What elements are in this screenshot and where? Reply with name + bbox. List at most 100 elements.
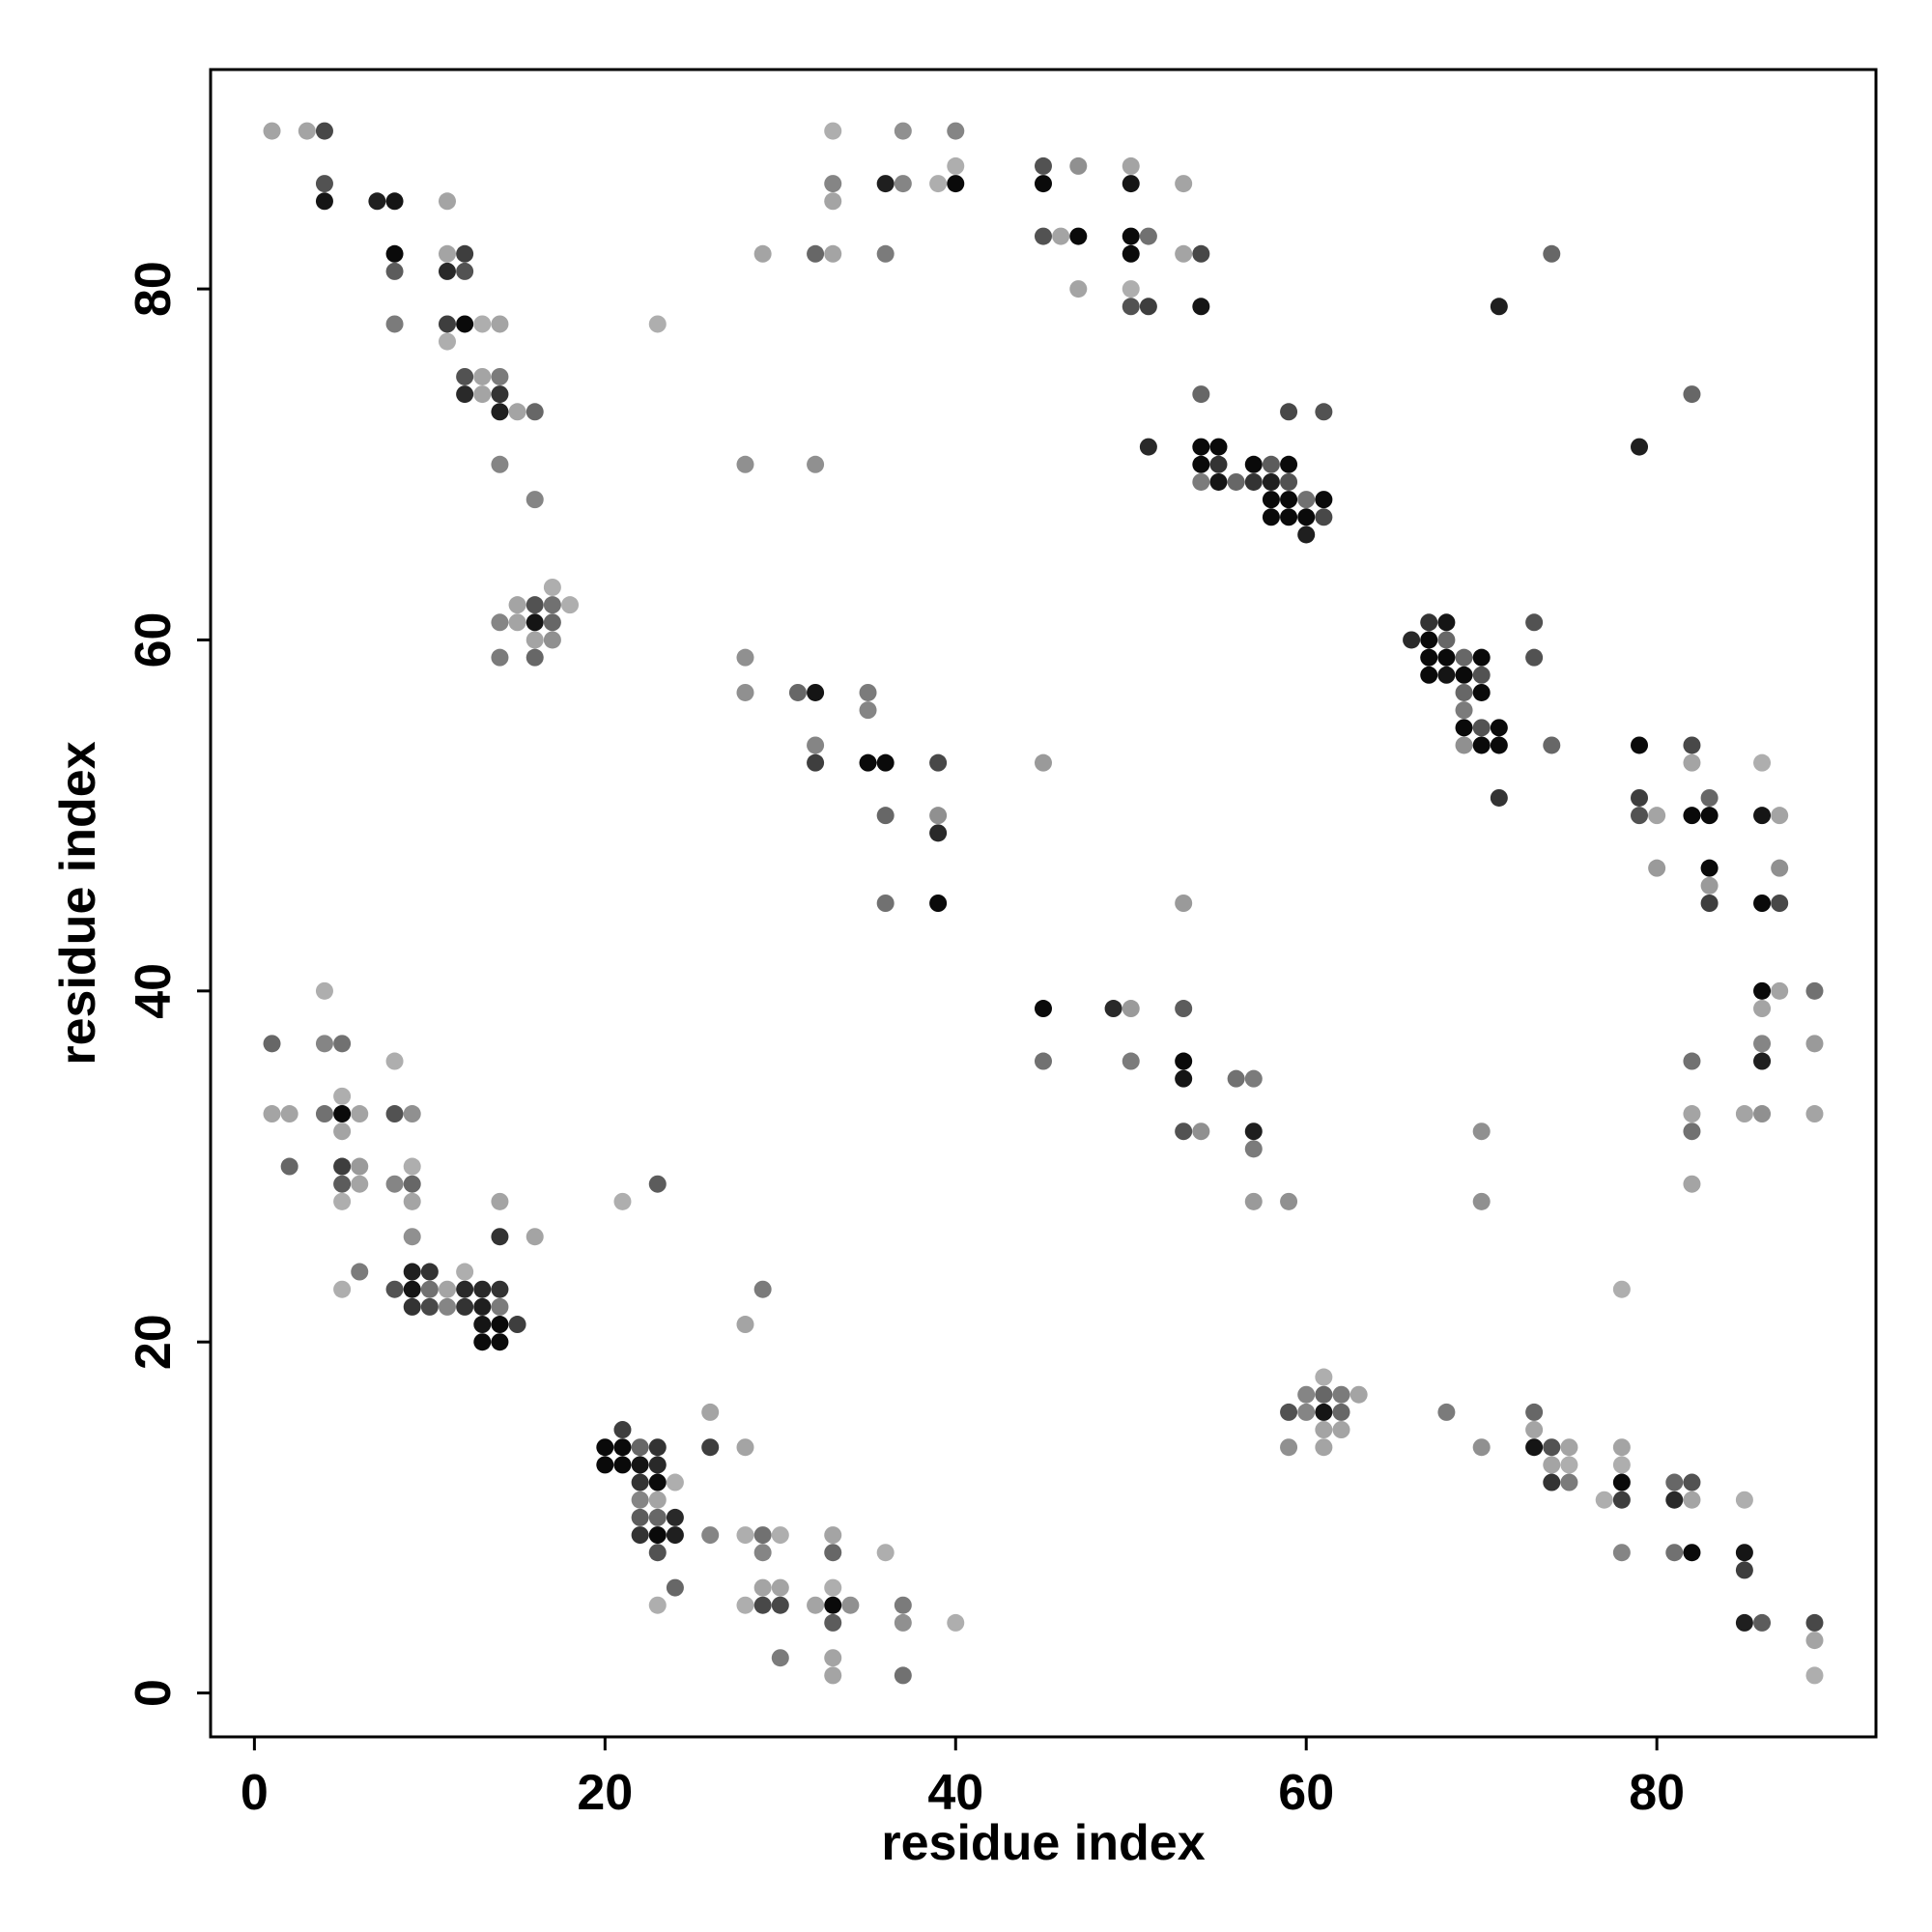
contact-point: [403, 1263, 421, 1281]
contact-point: [1192, 1122, 1210, 1141]
contact-point: [473, 1280, 492, 1298]
contact-point: [385, 1280, 404, 1298]
contact-point: [1595, 1491, 1613, 1509]
contact-point: [1631, 807, 1649, 825]
contact-point: [648, 1473, 667, 1492]
contact-point: [596, 1438, 614, 1457]
contact-point: [1420, 613, 1438, 632]
contact-point: [1753, 895, 1772, 912]
contact-point: [1297, 1403, 1316, 1421]
y-axis: 0 20 40 60 80: [126, 261, 211, 1707]
contact-point: [929, 753, 948, 772]
contact-point: [824, 175, 842, 193]
contact-point: [807, 683, 825, 701]
contact-point: [788, 683, 807, 701]
contact-point: [1665, 1473, 1684, 1492]
contact-point: [491, 1192, 509, 1210]
contact-point: [1683, 736, 1701, 754]
contact-point: [1525, 1403, 1544, 1421]
contact-point: [824, 122, 842, 140]
contact-point: [456, 1297, 474, 1316]
contact-point: [1069, 227, 1088, 245]
contact-point: [876, 895, 895, 912]
contact-point: [1280, 472, 1298, 491]
contact-point: [473, 1333, 492, 1351]
contact-point: [1753, 1035, 1772, 1053]
contact-point: [351, 1263, 369, 1281]
contact-point: [1192, 298, 1210, 316]
contact-point: [1735, 1105, 1753, 1123]
contact-point: [1437, 648, 1456, 667]
contact-point: [1805, 1632, 1824, 1650]
contact-point: [1280, 455, 1298, 473]
contact-point: [613, 1192, 632, 1210]
contact-point: [648, 1508, 667, 1526]
contact-point: [1612, 1491, 1631, 1509]
contact-point: [947, 156, 965, 175]
contact-point: [1069, 280, 1088, 298]
contact-point: [1262, 472, 1280, 491]
contact-point: [403, 1228, 421, 1246]
contact-point: [315, 1105, 333, 1123]
contact-point: [1543, 1438, 1561, 1457]
contact-point: [491, 315, 509, 333]
contact-point: [1631, 788, 1649, 807]
contact-point: [1244, 1069, 1263, 1088]
contact-point: [753, 1578, 772, 1597]
contact-point: [1262, 455, 1280, 473]
contact-point: [456, 262, 474, 280]
contact-point: [894, 1666, 912, 1685]
contact-point: [1420, 631, 1438, 649]
contact-point: [263, 1105, 281, 1123]
contact-point: [263, 1035, 281, 1053]
contact-point: [298, 122, 316, 140]
contact-point: [648, 1175, 667, 1193]
contact-point: [420, 1280, 439, 1298]
contact-point: [1227, 1069, 1245, 1088]
contact-point: [1192, 472, 1210, 491]
contact-point: [526, 1228, 544, 1246]
contact-point: [1805, 1035, 1824, 1053]
contact-point: [1122, 298, 1140, 316]
y-axis-title: residue index: [50, 741, 106, 1065]
contact-point: [1280, 1192, 1298, 1210]
contact-point: [824, 1613, 842, 1632]
y-tick-label: 60: [126, 612, 182, 668]
contact-point: [666, 1508, 684, 1526]
contact-point: [876, 807, 895, 825]
contact-point: [1420, 666, 1438, 684]
contact-point: [1315, 1421, 1333, 1439]
contact-point: [648, 1438, 667, 1457]
x-tick-label: 80: [1629, 1765, 1685, 1821]
contact-point: [526, 613, 544, 632]
contact-point: [929, 807, 948, 825]
contact-point: [1525, 1421, 1544, 1439]
contact-point: [1472, 719, 1491, 737]
contact-point: [1700, 895, 1719, 912]
contact-point: [1280, 403, 1298, 421]
contact-point: [1472, 648, 1491, 667]
contact-point: [333, 1157, 352, 1176]
contact-point: [929, 175, 948, 193]
contact-point: [876, 1544, 895, 1562]
contact-point: [1735, 1491, 1753, 1509]
contact-point: [333, 1035, 352, 1053]
contact-point: [1192, 385, 1210, 404]
contact-point: [333, 1087, 352, 1105]
contact-point: [1175, 895, 1193, 912]
contact-point: [648, 1491, 667, 1509]
contact-point: [859, 753, 877, 772]
contact-point: [1175, 1069, 1193, 1088]
contact-point: [1683, 1473, 1701, 1492]
contact-point: [824, 1649, 842, 1667]
contact-point: [456, 244, 474, 263]
contact-point: [1280, 508, 1298, 526]
contact-point: [1683, 753, 1701, 772]
contact-point: [1069, 156, 1088, 175]
contact-point: [1455, 701, 1473, 720]
contact-point: [807, 753, 825, 772]
contact-point: [631, 1491, 649, 1509]
contact-point: [315, 981, 333, 1000]
contact-point: [666, 1526, 684, 1545]
